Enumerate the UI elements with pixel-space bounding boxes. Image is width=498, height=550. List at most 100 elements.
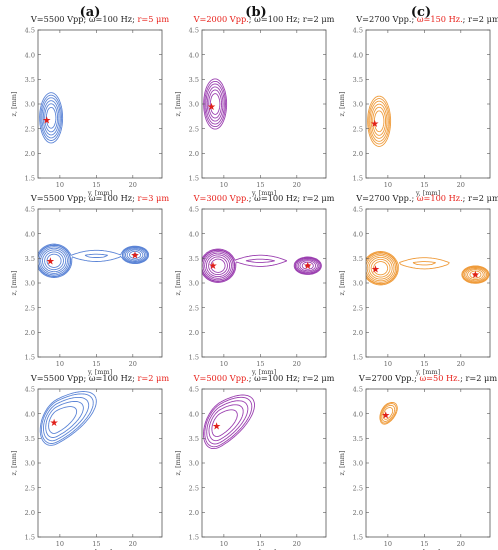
y-tick-label: 2.0 [189,329,199,337]
x-tick-label: 15 [256,540,264,548]
y-tick-label: 2.0 [189,509,199,517]
y-tick-label: 4.5 [353,386,363,394]
x-tick-label: 20 [293,360,301,368]
x-tick-label: 10 [220,540,228,548]
y-axis-label: z, [mm] [10,451,18,476]
title-segment: ; r=2 μm [463,193,498,203]
plot-frame [202,30,326,178]
panel-title: V=2700 Vpp.; ω=50 Hz.; r=2 μm [358,373,497,383]
title-segment: V=2700 Vpp.; [355,14,417,24]
y-tick-label: 2.5 [353,484,363,492]
title-segment: r=5 μm [137,14,169,24]
plot-frame [38,30,162,178]
x-tick-label: 20 [129,540,137,548]
plot-frame [366,30,490,178]
y-tick-label: 4.0 [353,230,363,238]
y-axis-label: z, [mm] [338,451,346,476]
equilibrium-star-marker: ★ [131,250,140,261]
x-tick-label: 10 [220,181,228,189]
x-tick-label: 15 [420,540,428,548]
equilibrium-star-marker: ★ [371,265,380,276]
y-tick-label: 1.5 [353,534,363,542]
y-tick-label: 3.0 [25,101,35,109]
x-tick-label: 15 [420,181,428,189]
title-segment: V=2700 Vpp.; [355,193,417,203]
y-tick-label: 4.0 [189,410,199,418]
y-tick-label: 3.5 [25,76,35,84]
y-tick-label: 2.5 [353,304,363,312]
y-tick-label: 3.0 [189,280,199,288]
y-tick-label: 1.5 [189,534,199,542]
y-tick-label: 4.5 [353,206,363,214]
y-tick-label: 2.5 [353,125,363,133]
panel-title: V=5500 Vpp; ω=100 Hz; r=3 μm [30,193,169,203]
y-tick-label: 1.5 [189,175,199,183]
equilibrium-star-marker: ★ [42,115,51,126]
contour-panel-a1: V=5500 Vpp; ω=100 Hz; r=5 μm1.52.02.53.0… [10,14,169,197]
y-axis-label: z, [mm] [174,271,182,296]
y-tick-label: 2.5 [189,125,199,133]
y-axis-label: z, [mm] [338,271,346,296]
y-axis-label: z, [mm] [338,92,346,117]
title-segment: r=2 μm [137,373,169,383]
panel-title: V=2000 Vpp.; ω=100 Hz; r=2 μm [193,14,335,24]
y-tick-label: 4.5 [25,386,35,394]
x-tick-label: 20 [457,181,465,189]
panel-grid: V=5500 Vpp; ω=100 Hz; r=5 μm 1.5 2.0 2.5 3.0… [10,14,498,550]
contour-panel-b2: V=3000 Vpp.; ω=100 Hz; r=2 μm1.52.02.53.… [174,193,335,376]
equilibrium-star-marker: ★ [370,119,379,130]
x-tick-label: 10 [56,540,64,548]
y-tick-label: 2.5 [25,484,35,492]
equilibrium-star-marker: ★ [212,422,221,433]
panel-title: V=2700 Vpp.; ω=100 Hz.; r=2 μm [355,193,498,203]
y-tick-label: 3.0 [353,101,363,109]
y-tick-label: 1.5 [353,175,363,183]
title-segment: ; ω=100 Hz; r=2 μm [249,193,335,203]
y-tick-label: 2.0 [25,329,35,337]
y-tick-label: 1.5 [25,534,35,542]
y-tick-label: 3.5 [189,76,199,84]
title-segment: V=5000 Vpp. [193,373,249,383]
contour-level-3 [205,253,318,278]
x-tick-label: 15 [256,181,264,189]
equilibrium-star-marker: ★ [207,102,216,113]
y-axis-label: z, [mm] [10,92,18,117]
contour-panel-c1: V=2700 Vpp.; ω=150 Hz.; r=2 μm 1.5 2.0 2.5 3… [338,14,498,197]
title-segment: V=2000 Vpp. [193,14,249,24]
x-tick-label: 15 [420,360,428,368]
y-tick-label: 2.0 [353,150,363,158]
title-segment: ω=100 Hz. [417,193,463,203]
y-axis-label: z, [mm] [174,451,182,476]
y-tick-label: 2.0 [353,509,363,517]
y-tick-label: 4.0 [353,410,363,418]
x-tick-label: 10 [220,360,228,368]
equilibrium-star-marker: ★ [208,261,217,272]
title-segment: V=5500 Vpp; ω=100 Hz; [30,373,138,383]
x-tick-label: 10 [384,181,392,189]
y-tick-label: 1.5 [353,354,363,362]
y-tick-label: 4.5 [353,27,363,35]
y-tick-label: 1.5 [189,354,199,362]
title-segment: ; r=2 μm [460,373,497,383]
y-tick-label: 4.5 [189,27,199,35]
title-segment: ; r=2 μm [463,14,498,24]
y-tick-label: 2.0 [189,150,199,158]
x-tick-label: 10 [56,360,64,368]
y-tick-label: 4.5 [25,27,35,35]
panel-title: V=3000 Vpp.; ω=100 Hz; r=2 μm [193,193,335,203]
x-tick-label: 20 [457,540,465,548]
y-tick-label: 3.5 [25,255,35,263]
x-tick-label: 15 [92,181,100,189]
y-tick-label: 3.5 [353,435,363,443]
y-tick-label: 2.5 [25,304,35,312]
x-tick-label: 20 [457,360,465,368]
y-tick-label: 3.5 [353,255,363,263]
y-tick-label: 3.5 [189,435,199,443]
y-tick-label: 3.5 [25,435,35,443]
y-tick-label: 4.0 [189,230,199,238]
contour-panel-b3: V=5000 Vpp.; ω=100 Hz; r=2 μm1.52.02.53.… [174,373,335,550]
panel-title: V=5500 Vpp; ω=100 Hz; r=5 μm [30,14,169,24]
y-tick-label: 3.0 [25,280,35,288]
contour-panel-c3: V=2700 Vpp.; ω=50 Hz.; r=2 μm 1.5 2.0 2.5 3.… [338,373,497,550]
title-segment: ω=150 Hz. [417,14,463,24]
